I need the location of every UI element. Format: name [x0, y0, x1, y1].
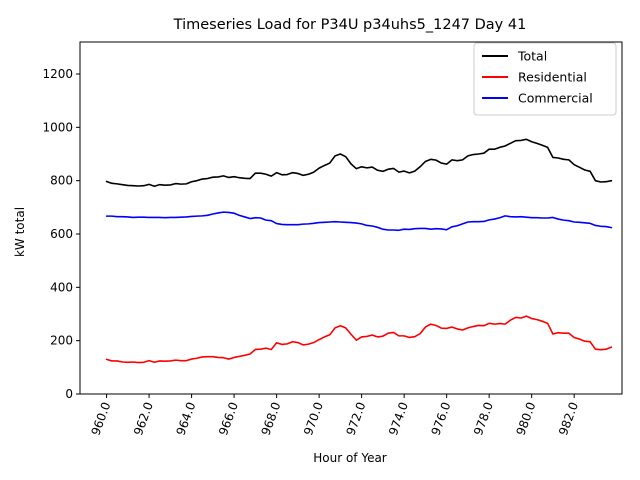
legend-label-residential: Residential [518, 70, 587, 85]
y-tick-label: 1200 [42, 67, 73, 81]
y-tick-label: 1000 [42, 120, 73, 134]
series-line-commercial [105, 211, 613, 232]
legend: Total Residential Commercial [473, 42, 617, 116]
y-tick-label: 400 [50, 280, 73, 294]
plot-frame [79, 41, 623, 395]
legend-box [473, 42, 617, 116]
y-tick-label: 600 [50, 227, 73, 241]
legend-label-total: Total [517, 49, 547, 64]
y-tick-label: 200 [50, 334, 73, 348]
legend-label-commercial: Commercial [518, 91, 593, 106]
chart-title: Timeseries Load for P34U p34uhs5_1247 Da… [173, 17, 527, 33]
y-tick-label: 0 [65, 387, 73, 401]
y-axis-label: kW total [13, 207, 27, 257]
series-line-residential [105, 315, 613, 364]
series-line-total [105, 138, 613, 188]
series-lines [105, 138, 613, 364]
x-axis-label: Hour of Year [313, 451, 387, 465]
y-tick-label: 800 [50, 174, 73, 188]
y-axis: 0 200 400 600 800 1000 1200 [42, 67, 80, 401]
